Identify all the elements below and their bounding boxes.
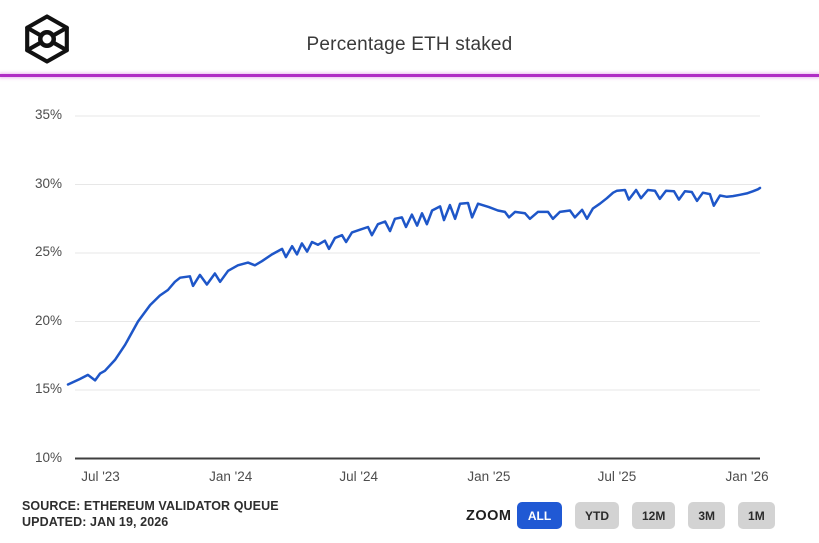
header-divider — [0, 74, 819, 77]
x-tick-jan25: Jan '25 — [467, 469, 511, 484]
zoom-3m-button[interactable]: 3M — [688, 502, 726, 529]
y-tick-20: 20% — [34, 312, 62, 328]
zoom-ytd-button[interactable]: YTD — [575, 502, 619, 529]
y-tick-10: 10% — [34, 449, 62, 465]
zoom-button-row: ALL YTD 12M 3M 1M — [517, 502, 775, 529]
cube-circle-logo-icon[interactable] — [20, 12, 74, 66]
source-block: SOURCE: ETHEREUM VALIDATOR QUEUE UPDATED… — [22, 498, 279, 530]
x-tick-jul24: Jul '24 — [339, 469, 379, 484]
eth-staked-line — [66, 186, 762, 386]
source-line: SOURCE: ETHEREUM VALIDATOR QUEUE — [22, 499, 279, 513]
updated-line: UPDATED: JAN 19, 2026 — [22, 515, 169, 529]
y-tick-25: 25% — [34, 244, 62, 259]
zoom-1m-button[interactable]: 1M — [738, 502, 775, 529]
x-tick-jul25: Jul '25 — [597, 469, 637, 484]
chart-title: Percentage ETH staked — [306, 34, 513, 55]
zoom-12m-button[interactable]: 12M — [632, 502, 676, 529]
x-tick-jan24: Jan '24 — [209, 469, 253, 484]
zoom-all-button[interactable]: ALL — [517, 502, 562, 529]
zoom-label: ZOOM — [466, 508, 512, 524]
y-tick-35: 35% — [34, 107, 62, 122]
y-tick-30: 30% — [34, 175, 62, 191]
x-tick-jan26: Jan '26 — [725, 469, 769, 484]
y-tick-15: 15% — [34, 381, 62, 396]
x-tick-jul23: Jul '23 — [81, 469, 120, 484]
